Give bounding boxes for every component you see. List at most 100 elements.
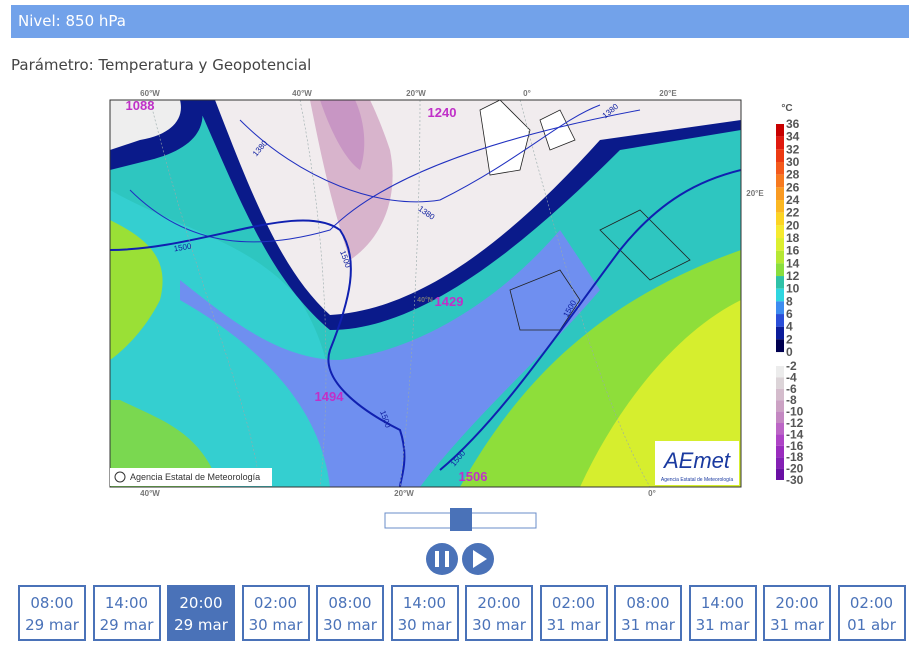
legend-label: 24 (786, 193, 800, 207)
legend-label: 2 (786, 332, 793, 346)
contour-label: 1429 (435, 294, 464, 309)
time-date: 30 mar (472, 616, 526, 634)
time-button[interactable]: 08:00 29 mar (18, 585, 86, 641)
time-button[interactable]: 14:00 30 mar (390, 585, 459, 641)
time-time: 14:00 (700, 594, 745, 612)
legend-label: -20 (786, 462, 804, 476)
logo-subtitle: Agencia Estatal de Meteorología (661, 477, 733, 483)
legend-swatch (776, 124, 784, 137)
longitude-label: 20°W (394, 489, 414, 498)
legend-label: 0 (786, 345, 793, 359)
legend-label: 18 (786, 231, 800, 245)
legend-label: -30 (786, 473, 804, 487)
credit-box (110, 468, 272, 486)
legend-label: 12 (786, 269, 800, 283)
time-time: 02:00 (551, 594, 596, 612)
legend-label: 34 (786, 130, 800, 144)
legend-label: 14 (786, 256, 800, 270)
copyright-icon (114, 471, 126, 483)
legend-label: -4 (786, 370, 797, 384)
contour-label: 1240 (428, 105, 457, 120)
time-date: 29 mar (25, 616, 79, 634)
latitude-label: 40°N (417, 296, 433, 304)
pause-button[interactable] (426, 543, 458, 575)
legend-swatch (776, 411, 784, 423)
legend-label: 32 (786, 142, 800, 156)
contour-label: 1088 (126, 98, 155, 113)
map-credit: Agencia Estatal de Meteorología (130, 472, 260, 482)
legend-swatch (776, 263, 784, 277)
legend-swatch (776, 314, 784, 327)
time-time: 08:00 (328, 594, 372, 612)
time-button[interactable]: 20:00 29 mar (167, 585, 235, 641)
legend-swatch (776, 326, 784, 340)
legend-label: 22 (786, 206, 800, 220)
legend-swatch (776, 149, 784, 163)
legend-label: 36 (786, 117, 800, 131)
time-time: 20:00 (775, 594, 819, 612)
time-button[interactable]: 20:00 30 mar (465, 585, 533, 641)
contour-label: 1494 (315, 389, 345, 404)
longitude-label: 20°E (659, 89, 677, 98)
map-frame (109, 99, 742, 488)
legend-swatch (776, 225, 784, 239)
legend-label: 6 (786, 307, 793, 321)
legend-swatch (776, 388, 784, 401)
map (110, 100, 741, 487)
time-time: 08:00 (30, 594, 74, 612)
longitude-label: 60°W (140, 89, 160, 98)
legend-unit: °C (781, 103, 792, 114)
play-button[interactable] (462, 543, 494, 575)
time-time: 20:00 (477, 594, 521, 612)
legend-swatch (776, 288, 784, 302)
time-button[interactable]: 20:00 31 mar (763, 585, 831, 641)
legend-swatch (776, 366, 784, 378)
legend-swatch (776, 162, 784, 175)
latitude-label: 20°E (746, 189, 764, 198)
legend-swatch (776, 423, 784, 435)
legend-label: 8 (786, 294, 793, 308)
time-button[interactable]: 02:00 31 mar (539, 585, 608, 641)
legend-label: -16 (786, 439, 804, 453)
time-button[interactable]: 14:00 29 mar (92, 585, 161, 641)
longitude-label: 40°W (292, 89, 312, 98)
legend-swatch (776, 250, 784, 264)
time-date: 01 abr (847, 616, 896, 634)
legend-swatch (776, 200, 784, 213)
legend-label: -8 (786, 393, 797, 407)
time-date: 29 mar (99, 616, 154, 634)
legend-swatch (776, 136, 784, 150)
legend-label: -12 (786, 416, 804, 430)
legend-label: 30 (786, 155, 800, 169)
longitude-label: 40°W (140, 489, 160, 498)
time-button[interactable]: 08:00 30 mar (316, 585, 384, 641)
legend-swatch (776, 276, 784, 289)
legend-label: 20 (786, 218, 800, 232)
time-button[interactable]: 14:00 31 mar (688, 585, 757, 641)
time-date: 30 mar (323, 616, 377, 634)
time-time: 02:00 (253, 594, 298, 612)
longitude-label: 0° (648, 489, 656, 498)
legend-swatch (776, 400, 784, 412)
legend-label: 28 (786, 168, 800, 182)
legend-swatch (776, 377, 784, 389)
time-button[interactable]: 02:00 30 mar (241, 585, 310, 641)
time-button[interactable]: 08:00 31 mar (614, 585, 682, 641)
time-time: 02:00 (849, 594, 894, 612)
time-date: 29 mar (174, 616, 228, 634)
time-button[interactable]: 02:00 01 abr (837, 585, 906, 641)
time-time: 20:00 (179, 594, 223, 612)
time-time: 08:00 (626, 594, 670, 612)
longitude-label: 0° (523, 89, 531, 98)
isoline-label: 1500 (173, 241, 193, 253)
legend-label: -14 (786, 427, 804, 441)
legend-label: 10 (786, 282, 800, 296)
legend-swatch (776, 339, 784, 353)
logo: AEmet (662, 448, 731, 473)
level-header: Nivel: 850 hPa (11, 5, 909, 38)
legend-swatch (776, 301, 784, 315)
logo-box (655, 441, 739, 485)
slider-thumb[interactable] (450, 508, 472, 531)
